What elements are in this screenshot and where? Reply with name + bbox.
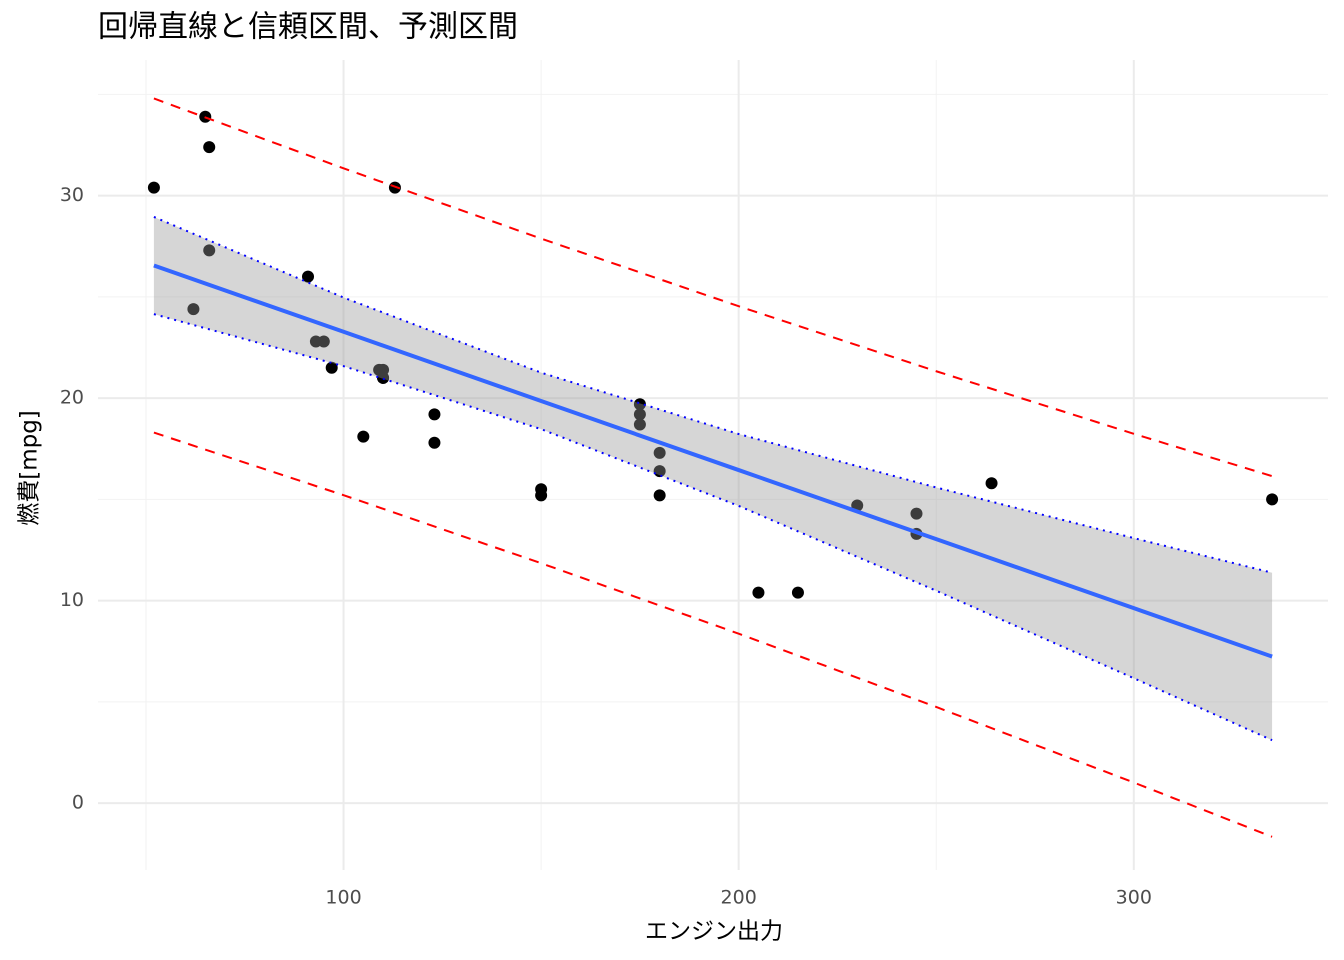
- regression-line: [153, 263, 1273, 659]
- data-point: [428, 408, 441, 421]
- y-tick-label: 0: [72, 792, 84, 814]
- confidence-upper: [153, 216, 1273, 574]
- data-point: [985, 477, 998, 490]
- prediction-upper: [153, 97, 1273, 478]
- data-point: [653, 465, 666, 478]
- data-point: [633, 418, 646, 431]
- confidence-band: [153, 216, 1273, 741]
- y-axis-label: 燃費[mpg]: [17, 410, 43, 526]
- y-tick-label: 20: [60, 387, 84, 409]
- confidence-lower: [153, 313, 1273, 742]
- data-point: [428, 436, 441, 449]
- data-point: [653, 489, 666, 502]
- data-point: [653, 446, 666, 459]
- data-point: [325, 361, 338, 374]
- data-point: [373, 363, 386, 376]
- data-point: [791, 586, 804, 599]
- data-point: [633, 408, 646, 421]
- data-point: [633, 398, 646, 411]
- y-tick-label: 30: [60, 184, 84, 206]
- data-point: [317, 335, 330, 348]
- prediction-lower: [153, 431, 1273, 838]
- chart-title: 回帰直線と信頼区間、予測区間: [98, 10, 518, 45]
- data-point: [535, 489, 548, 502]
- y-tick-label: 10: [60, 589, 84, 611]
- x-axis-label: エンジン出力: [645, 919, 783, 945]
- x-tick-label: 100: [325, 887, 361, 909]
- x-tick-label: 300: [1116, 887, 1152, 909]
- data-point: [203, 244, 216, 257]
- data-point: [187, 303, 200, 316]
- data-point: [1266, 493, 1279, 506]
- data-point: [203, 141, 216, 154]
- data-point: [147, 181, 160, 194]
- x-tick-label: 200: [721, 887, 757, 909]
- data-point: [910, 507, 923, 520]
- data-point: [752, 586, 765, 599]
- data-point: [357, 430, 370, 443]
- data-point: [302, 270, 315, 283]
